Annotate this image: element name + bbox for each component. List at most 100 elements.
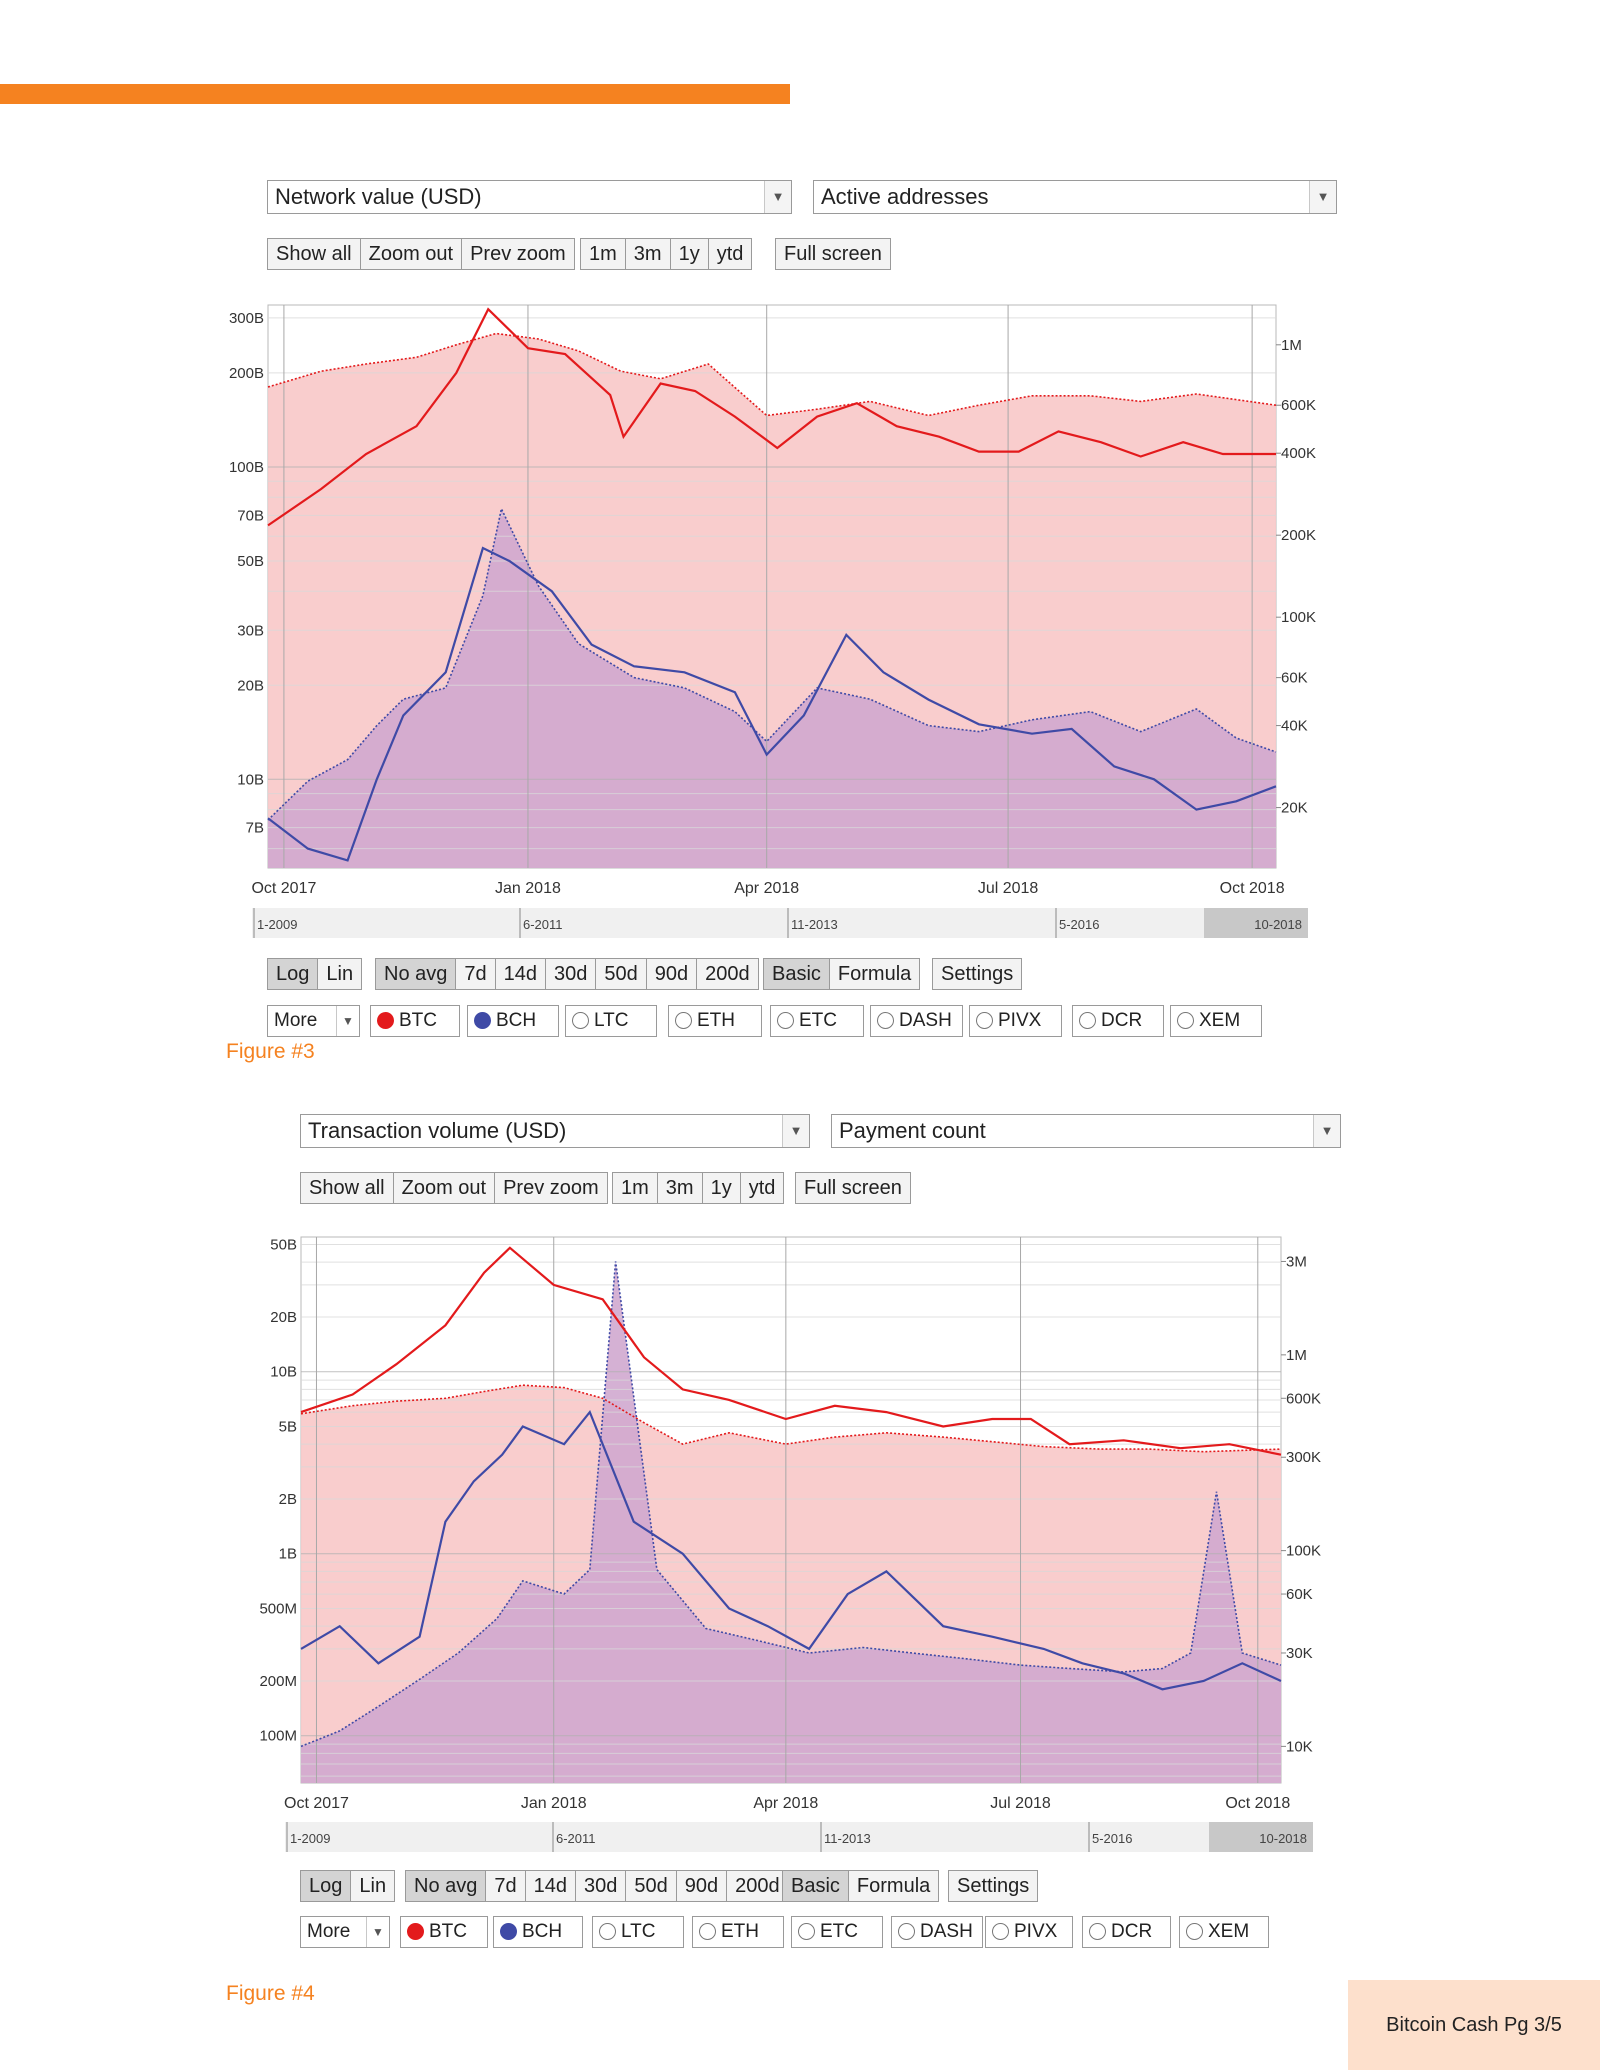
y-left-tick-label: 1B: [279, 1546, 297, 1563]
bch-secondary-line: [300, 1261, 1282, 1748]
average-button[interactable]: 30d: [546, 959, 597, 989]
metric-select-right[interactable]: Payment count ▼: [831, 1114, 1341, 1148]
fullscreen-button[interactable]: Full screen: [804, 1177, 902, 1199]
metric-select-right[interactable]: Active addresses ▼: [813, 180, 1337, 214]
chevron-down-icon[interactable]: ▼: [336, 1006, 359, 1036]
coin-toggle-xem[interactable]: XEM: [1170, 1005, 1262, 1037]
y-right-tick-label: 200K: [1281, 527, 1316, 544]
average-button[interactable]: No avg: [376, 959, 457, 989]
chevron-down-icon[interactable]: ▼: [1309, 181, 1336, 213]
range-navigator-selection[interactable]: [1209, 1822, 1313, 1852]
average-button[interactable]: 90d: [677, 1871, 728, 1901]
y-right-tick-label: 10K: [1286, 1738, 1313, 1755]
settings-button[interactable]: Settings: [957, 1875, 1030, 1897]
metric-select-right-value: Active addresses: [821, 184, 989, 209]
average-button[interactable]: 14d: [526, 1871, 576, 1901]
coin-toggle-ltc[interactable]: LTC: [592, 1916, 684, 1948]
coin-toggle-xem[interactable]: XEM: [1179, 1916, 1269, 1948]
coin-toggle-pivx[interactable]: PIVX: [969, 1005, 1062, 1037]
metric-select-left[interactable]: Network value (USD) ▼: [267, 180, 792, 214]
coin-toggle-eth[interactable]: ETH: [668, 1005, 762, 1037]
mode-button[interactable]: Formula: [837, 963, 912, 985]
range-button[interactable]: 3m: [658, 1173, 703, 1203]
header-accent-bar: [0, 84, 790, 104]
zoom-button[interactable]: Zoom out: [361, 239, 463, 269]
coin-toggle-pivx[interactable]: PIVX: [985, 1916, 1073, 1948]
average-button[interactable]: 50d: [626, 1871, 677, 1901]
mode-button-group: Basic Formula: [763, 958, 921, 990]
coin-toggle-btc[interactable]: BTC: [400, 1916, 488, 1948]
coin-toggle-bch[interactable]: BCH: [493, 1916, 583, 1948]
coin-toggle-btc[interactable]: BTC: [370, 1005, 460, 1037]
more-select[interactable]: More ▼: [300, 1916, 390, 1948]
y-right-tick-label: 300K: [1286, 1449, 1321, 1466]
y-right-tick-label: 60K: [1286, 1586, 1313, 1603]
average-button[interactable]: 200d: [735, 1875, 780, 1897]
range-navigator[interactable]: [285, 1822, 1297, 1852]
x-tick-label: Oct 2018: [1220, 880, 1285, 897]
range-button[interactable]: 1m: [613, 1173, 658, 1203]
range-button[interactable]: 1y: [671, 239, 709, 269]
mode-button[interactable]: Basic: [764, 959, 830, 989]
coin-toggle-eth[interactable]: ETH: [692, 1916, 784, 1948]
coin-toggle-label: DCR: [1101, 1010, 1143, 1031]
average-button[interactable]: 50d: [596, 959, 647, 989]
btc-line: [267, 307, 1276, 527]
range-navigator[interactable]: [252, 908, 1292, 938]
range-button[interactable]: 3m: [626, 239, 671, 269]
average-button[interactable]: 30d: [576, 1871, 627, 1901]
coin-toggle-dcr[interactable]: DCR: [1072, 1005, 1164, 1037]
navigator-label: 5-2016: [1059, 917, 1099, 932]
y-left-tick-label: 200B: [229, 365, 264, 382]
zoom-button[interactable]: Zoom out: [394, 1173, 496, 1203]
scale-button[interactable]: Log: [268, 959, 319, 989]
coin-toggle-bch[interactable]: BCH: [467, 1005, 559, 1037]
range-button[interactable]: 1y: [703, 1173, 741, 1203]
chevron-down-icon[interactable]: ▼: [1313, 1115, 1340, 1147]
chevron-down-icon[interactable]: ▼: [764, 181, 791, 213]
radio-icon: [898, 1923, 915, 1940]
coin-toggle-dash[interactable]: DASH: [870, 1005, 963, 1037]
zoom-button[interactable]: Prev zoom: [470, 243, 566, 265]
radio-icon: [1089, 1923, 1106, 1940]
scale-button-group: Log Lin: [300, 1870, 396, 1902]
average-button[interactable]: 200d: [705, 963, 750, 985]
coin-toggle-etc[interactable]: ETC: [770, 1005, 864, 1037]
average-button[interactable]: 14d: [496, 959, 546, 989]
mode-button[interactable]: Formula: [856, 1875, 931, 1897]
zoom-button[interactable]: Show all: [301, 1173, 394, 1203]
chart-2: 50B 20B 10B 5B 2B 1B 500M 200M 100M 3M 1M 600K 300K 1…: [259, 1236, 1321, 1852]
average-button[interactable]: 7d: [486, 1871, 526, 1901]
coin-toggle-dcr[interactable]: DCR: [1082, 1916, 1171, 1948]
fullscreen-button[interactable]: Full screen: [784, 243, 882, 265]
scale-button-group: Log Lin: [267, 958, 363, 990]
y-left-tick-label: 2B: [279, 1491, 297, 1508]
radio-icon: [572, 1012, 589, 1029]
coin-toggle-etc[interactable]: ETC: [791, 1916, 883, 1948]
scale-button[interactable]: Lin: [359, 1875, 387, 1897]
range-button[interactable]: 1m: [581, 239, 626, 269]
navigator-label: 11-2013: [824, 1831, 871, 1846]
average-button[interactable]: No avg: [406, 1871, 487, 1901]
zoom-button[interactable]: Prev zoom: [503, 1177, 599, 1199]
scale-button[interactable]: Lin: [326, 963, 354, 985]
bch-secondary-line: [267, 506, 1277, 821]
chevron-down-icon[interactable]: ▼: [782, 1115, 809, 1147]
zoom-button[interactable]: Show all: [268, 239, 361, 269]
average-button[interactable]: 90d: [647, 959, 698, 989]
coin-toggle-label: PIVX: [1014, 1921, 1058, 1942]
range-button[interactable]: ytd: [716, 243, 744, 265]
scale-button[interactable]: Log: [301, 1871, 352, 1901]
range-navigator-selection[interactable]: [1204, 908, 1308, 938]
y-left-tick-label: 500M: [259, 1601, 297, 1618]
metric-select-left[interactable]: Transaction volume (USD) ▼: [300, 1114, 810, 1148]
chevron-down-icon[interactable]: ▼: [366, 1917, 389, 1947]
red-dot-icon: [377, 1012, 394, 1029]
coin-toggle-ltc[interactable]: LTC: [565, 1005, 657, 1037]
range-button[interactable]: ytd: [748, 1177, 776, 1199]
mode-button[interactable]: Basic: [783, 1871, 849, 1901]
settings-button[interactable]: Settings: [941, 963, 1014, 985]
average-button[interactable]: 7d: [456, 959, 496, 989]
coin-toggle-dash[interactable]: DASH: [891, 1916, 983, 1948]
more-select[interactable]: More ▼: [267, 1005, 360, 1037]
